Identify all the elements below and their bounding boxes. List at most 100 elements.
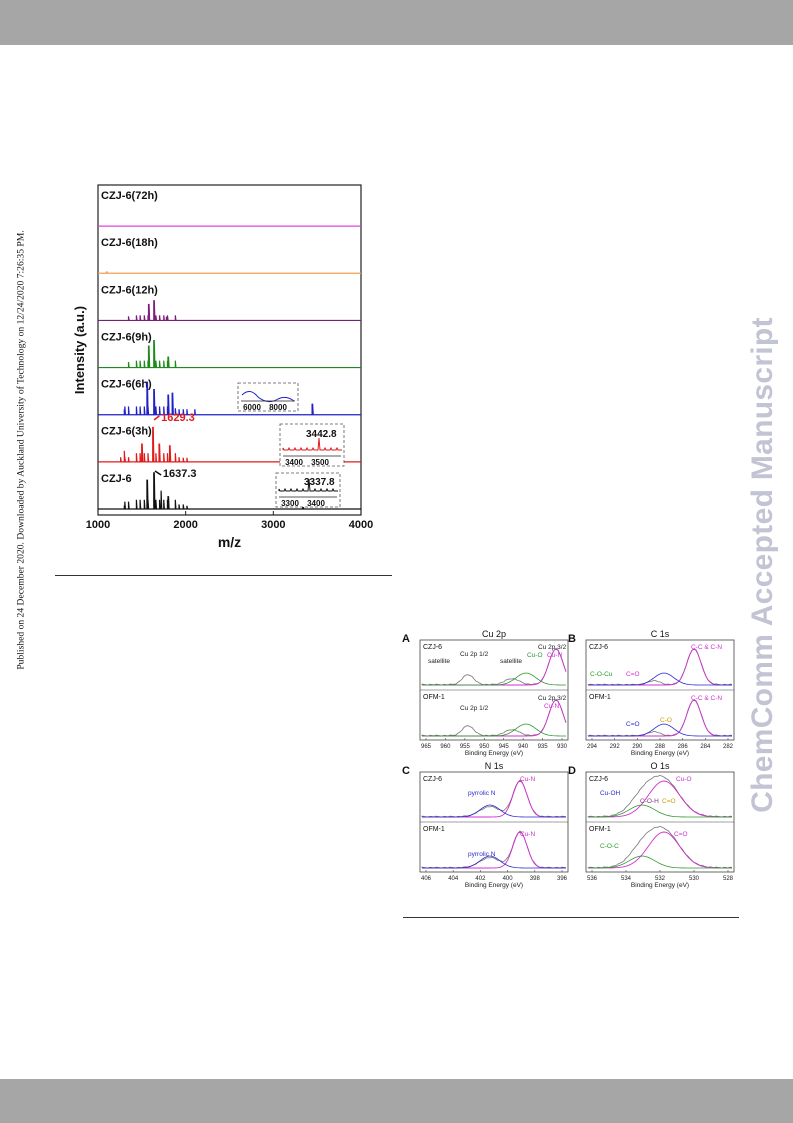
series-name-label: CZJ-6: [101, 473, 132, 485]
peak-label: C-O-H: [640, 798, 659, 805]
x-tick-label: 930: [557, 744, 568, 750]
xps-fit-component: [422, 855, 566, 869]
sample-label: OFM-1: [423, 826, 445, 833]
top-banner: [0, 0, 793, 45]
peak-label: Cu-N: [520, 776, 535, 783]
peak-label: Cu-O: [676, 776, 692, 783]
peak-label: Cu 2p 3/2: [538, 644, 567, 651]
x-tick-label: 400: [503, 876, 514, 882]
xps-fit-component: [422, 780, 566, 818]
peak-label: pyrrolic N: [468, 851, 496, 858]
spectrum-line: [98, 472, 361, 510]
sample-label: CZJ-6: [589, 776, 608, 783]
series-name-label: CZJ-6(6h): [101, 379, 152, 391]
x-tick-label: 2000: [173, 519, 197, 531]
sample-label: CZJ-6: [423, 776, 442, 783]
side-note-text: Published on 24 December 2020. Downloade…: [15, 230, 27, 670]
x-tick-label: 955: [460, 744, 471, 750]
x-axis-label: m/z: [218, 534, 241, 550]
xps-fit-component: [587, 804, 732, 818]
x-tick-label: 536: [587, 876, 598, 882]
peak-label: Cu 2p 1/2: [460, 705, 489, 712]
x-axis-label: Binding Energy (eV): [631, 750, 689, 757]
xps-fit-component: [422, 831, 566, 869]
spectrum-line: [98, 381, 361, 416]
series-name-label: CZJ-6(72h): [101, 190, 158, 202]
x-tick-label: 534: [621, 876, 632, 882]
panel-letter: B: [568, 633, 576, 645]
watermark: ChemComm Accepted Manuscript: [740, 290, 786, 840]
x-tick-label: 4000: [349, 519, 373, 531]
x-tick-label: 950: [479, 744, 490, 750]
inset-spectrum: [278, 478, 338, 492]
panel-title: O 1s: [650, 761, 670, 771]
figure-2-rule: [403, 917, 739, 918]
x-tick-label: 402: [475, 876, 486, 882]
xps-fit-component: [588, 672, 732, 686]
x-tick-label: 294: [587, 744, 598, 750]
x-tick-label: 528: [723, 876, 734, 882]
peak-label: Cu 2p 3/2: [538, 695, 567, 702]
peak-label: C-C & C-N: [691, 695, 722, 702]
peak-label: 3442.8: [306, 429, 337, 440]
peak-label: pyrrolic N: [468, 790, 496, 797]
peak-label: C-C & C-N: [691, 644, 722, 651]
peak-label: 3337.8: [304, 477, 335, 488]
x-tick-label: 404: [448, 876, 459, 882]
peak-label: satellite: [428, 658, 450, 665]
x-tick-label: 530: [689, 876, 700, 882]
peak-label: C=O: [674, 831, 688, 838]
xps-fit-component: [422, 804, 566, 818]
xps-fit-component: [588, 831, 733, 869]
x-axis-label: Binding Energy (eV): [465, 750, 523, 757]
inset-tick-label: 3400: [307, 499, 325, 508]
inset-tick-label: 8000: [269, 403, 287, 412]
peak-label: Cu-N: [520, 831, 535, 838]
peak-label: C-O-Cu: [590, 671, 613, 678]
x-tick-label: 396: [557, 876, 568, 882]
inset-frame: [279, 423, 345, 467]
publication-side-note: Published on 24 December 2020. Downloade…: [15, 140, 27, 760]
x-tick-label: 406: [421, 876, 432, 882]
xps-envelope: [421, 779, 567, 818]
inset-tick-label: 3300: [281, 499, 299, 508]
watermark-text: ChemComm Accepted Manuscript: [746, 317, 779, 813]
xps-chart: A Cu 2p CZJ-6 OFM-1 965 960 955 950 945 940 935 930…: [402, 629, 735, 889]
peak-label: Cu-O: [527, 652, 543, 659]
xps-fit-component: [588, 648, 733, 686]
x-tick-label: 965: [421, 744, 432, 750]
x-tick-label: 284: [700, 744, 711, 750]
panel-letter: C: [402, 765, 410, 777]
inset-tick-label: 3500: [311, 458, 329, 467]
peak-label: satellite: [500, 658, 522, 665]
peak-label: C-O: [660, 717, 672, 724]
x-tick-label: 286: [678, 744, 689, 750]
x-tick-label: 290: [632, 744, 643, 750]
xps-envelope: [421, 830, 567, 869]
inset-frame: [237, 382, 299, 412]
peak-label: Cu-N: [547, 652, 562, 659]
series-name-label: CZJ-6(3h): [101, 426, 152, 438]
series-name-label: CZJ-6(18h): [101, 237, 158, 249]
sample-label: CZJ-6: [589, 644, 608, 651]
peak-label: Cu-OH: [600, 790, 621, 797]
panel-title: Cu 2p: [482, 629, 506, 639]
xps-panel: A Cu 2p CZJ-6 OFM-1 965 960 955 950 945 940 935 930…: [402, 629, 569, 757]
inset-tick-label: 3400: [285, 458, 303, 467]
xps-fit-component: [422, 672, 567, 686]
xps-envelope: [421, 647, 567, 686]
sample-label: OFM-1: [589, 694, 611, 701]
mass-spectra-chart: 1000 2000 3000 4000 m/z Intensity (a.u.) CZJ-…: [72, 184, 373, 550]
annotation-arrow: [153, 415, 160, 421]
xps-envelope: [587, 648, 733, 686]
x-axis-label: Binding Energy (eV): [631, 882, 689, 889]
x-tick-label: 940: [518, 744, 529, 750]
panel-letter: D: [568, 765, 576, 777]
x-tick-label: 292: [610, 744, 621, 750]
x-tick-label: 960: [440, 744, 451, 750]
xps-panel: C N 1s CZJ-6 OFM-1 406 404 402 400 398 396 Binding…: [402, 761, 569, 889]
xps-panel: B C 1s CZJ-6 OFM-1 294 292 290 288 286 284 282 Bind…: [568, 629, 735, 757]
plot-frame: [97, 184, 362, 516]
x-tick-label: 3000: [261, 519, 285, 531]
panel-title: C 1s: [651, 629, 670, 639]
